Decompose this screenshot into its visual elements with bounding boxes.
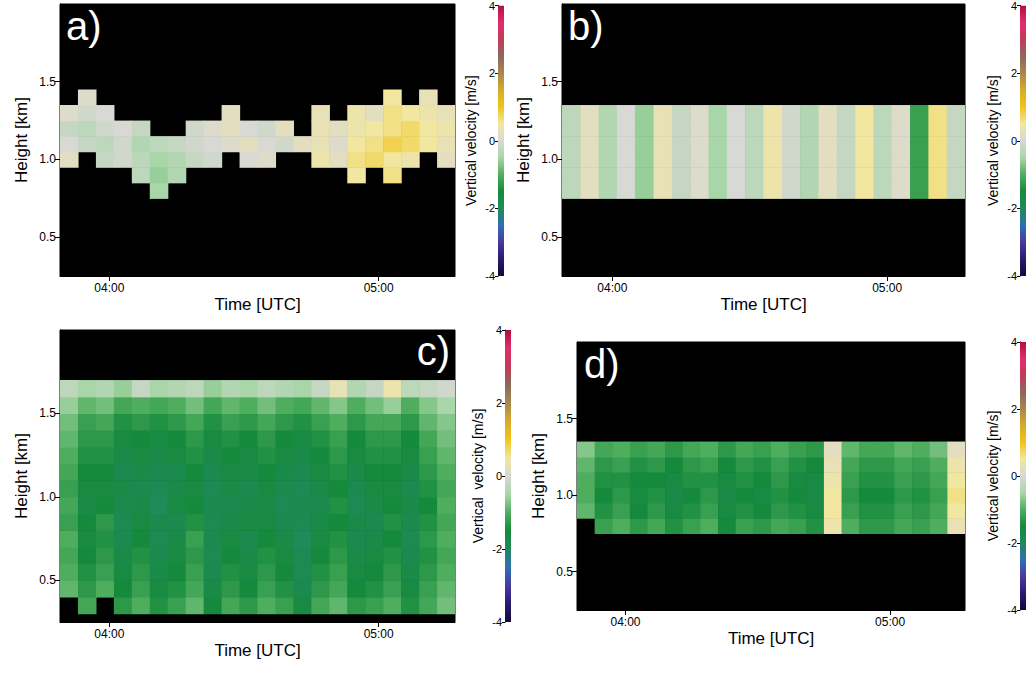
svg-text:-4: -4: [1007, 604, 1017, 616]
svg-text:Vertical velocity [m/s]: Vertical velocity [m/s]: [985, 411, 1001, 542]
svg-text:05:00: 05:00: [364, 627, 394, 641]
svg-text:0.5: 0.5: [39, 230, 56, 244]
svg-text:Time [UTC]: Time [UTC]: [214, 295, 300, 314]
svg-text:1.0: 1.0: [556, 488, 573, 502]
svg-text:-4: -4: [485, 270, 495, 282]
svg-text:Height [km]: Height [km]: [12, 433, 31, 519]
svg-text:2: 2: [1011, 403, 1017, 415]
svg-text:d): d): [584, 342, 620, 386]
svg-text:1.5: 1.5: [556, 412, 573, 426]
svg-text:4: 4: [496, 324, 502, 336]
svg-text:04:00: 04:00: [597, 281, 627, 295]
svg-text:-2: -2: [492, 543, 502, 555]
svg-text:2: 2: [489, 67, 495, 79]
svg-text:4: 4: [489, 0, 495, 12]
svg-text:c): c): [417, 329, 450, 373]
svg-text:1.0: 1.0: [39, 490, 56, 504]
svg-text:-2: -2: [1007, 202, 1017, 214]
svg-text:1.0: 1.0: [541, 152, 558, 166]
svg-text:1.5: 1.5: [541, 75, 558, 89]
svg-text:Vertical velocity [m/s]: Vertical velocity [m/s]: [985, 75, 1001, 206]
svg-text:2: 2: [496, 397, 502, 409]
svg-text:04:00: 04:00: [94, 281, 124, 295]
svg-text:Height [km]: Height [km]: [529, 433, 548, 519]
svg-text:-4: -4: [1007, 270, 1017, 282]
svg-text:2: 2: [1011, 67, 1017, 79]
svg-text:4: 4: [1011, 0, 1017, 12]
svg-text:05:00: 05:00: [872, 281, 902, 295]
svg-text:04:00: 04:00: [94, 627, 124, 641]
svg-text:-4: -4: [492, 616, 502, 628]
svg-text:0: 0: [1011, 135, 1017, 147]
svg-text:-2: -2: [485, 202, 495, 214]
svg-text:Time [UTC]: Time [UTC]: [720, 295, 806, 314]
svg-text:0.5: 0.5: [556, 565, 573, 579]
svg-text:Vertical velocity [m/s]: Vertical velocity [m/s]: [470, 409, 486, 544]
svg-text:Vertical velocity [m/s]: Vertical velocity [m/s]: [463, 75, 479, 206]
svg-text:1.5: 1.5: [39, 75, 56, 89]
svg-text:0.5: 0.5: [541, 230, 558, 244]
svg-text:Height [km]: Height [km]: [12, 97, 31, 183]
svg-text:05:00: 05:00: [875, 615, 905, 629]
svg-text:0.5: 0.5: [39, 573, 56, 587]
svg-text:b): b): [568, 4, 604, 48]
svg-text:Time [UTC]: Time [UTC]: [214, 641, 300, 660]
svg-text:Time [UTC]: Time [UTC]: [728, 629, 814, 648]
svg-text:05:00: 05:00: [364, 281, 394, 295]
svg-text:1.5: 1.5: [39, 406, 56, 420]
svg-text:0: 0: [496, 470, 502, 482]
svg-text:Height [km]: Height [km]: [514, 97, 533, 183]
svg-text:4: 4: [1011, 336, 1017, 348]
svg-text:0: 0: [489, 135, 495, 147]
svg-text:-2: -2: [1007, 537, 1017, 549]
svg-text:0: 0: [1011, 470, 1017, 482]
svg-text:a): a): [66, 4, 102, 48]
svg-text:1.0: 1.0: [39, 152, 56, 166]
svg-text:04:00: 04:00: [610, 615, 640, 629]
